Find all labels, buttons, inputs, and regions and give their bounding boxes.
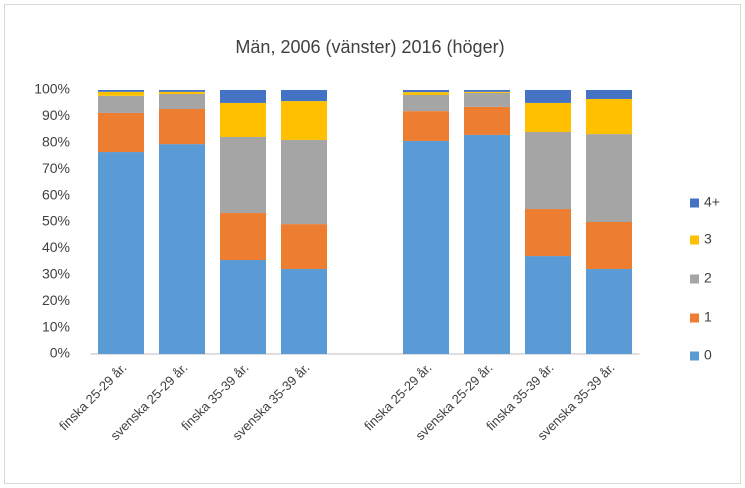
- bar-segment: [281, 268, 327, 354]
- bar-segment: [220, 260, 266, 354]
- chart-title: Män, 2006 (vänster) 2016 (höger): [235, 37, 504, 57]
- legend-swatch: [690, 235, 699, 245]
- legend-label: 4+: [704, 194, 720, 210]
- bar-segment: [98, 90, 144, 92]
- y-tick-label: 80%: [42, 134, 70, 150]
- bar-segment: [220, 136, 266, 214]
- y-tick-label: 50%: [42, 213, 70, 229]
- bar-segment: [98, 112, 144, 153]
- y-tick-label: 70%: [42, 160, 70, 176]
- bar-segment: [403, 111, 449, 141]
- bar-segment: [98, 91, 144, 96]
- y-tick-label: 60%: [42, 186, 70, 202]
- legend-label: 0: [704, 347, 712, 363]
- bar-segment: [159, 109, 205, 145]
- bar-segment: [586, 134, 632, 222]
- y-tick-label: 30%: [42, 266, 70, 282]
- y-tick-label: 90%: [42, 107, 70, 123]
- y-tick-label: 10%: [42, 318, 70, 334]
- legend-swatch: [690, 198, 699, 208]
- bar-segment: [586, 268, 632, 354]
- bar-segment: [464, 92, 510, 107]
- bar-segment: [464, 90, 510, 92]
- bar-segment: [281, 139, 327, 225]
- bar-segment: [525, 90, 571, 103]
- bar-segment: [220, 213, 266, 261]
- bar-segment: [464, 134, 510, 354]
- bar-segment: [464, 106, 510, 135]
- legend-swatch: [690, 274, 699, 284]
- bar-segment: [281, 101, 327, 140]
- bar-segment: [403, 90, 449, 93]
- y-tick-label: 40%: [42, 239, 70, 255]
- legend-swatch: [690, 313, 699, 323]
- bar-segment: [586, 98, 632, 135]
- y-tick-label: 0%: [50, 345, 70, 361]
- y-tick-label: 100%: [34, 81, 70, 97]
- bar-segment: [159, 91, 205, 94]
- bar-segment: [586, 90, 632, 99]
- bar-segment: [525, 209, 571, 257]
- bar-segment: [159, 144, 205, 354]
- legend-label: 2: [704, 270, 712, 286]
- legend-label: 3: [704, 231, 712, 247]
- bar-segment: [403, 92, 449, 96]
- bar-segment: [281, 90, 327, 102]
- legend-label: 1: [704, 309, 712, 325]
- bar-segment: [525, 102, 571, 132]
- bar-segment: [220, 90, 266, 103]
- bar-segment: [525, 131, 571, 210]
- bar-segment: [98, 152, 144, 354]
- bar-segment: [98, 95, 144, 113]
- bar-segment: [403, 140, 449, 354]
- bar-segment: [525, 256, 571, 354]
- y-tick-label: 20%: [42, 292, 70, 308]
- bar-segment: [464, 91, 510, 93]
- bar-segment: [586, 222, 632, 269]
- bar-segment: [403, 95, 449, 112]
- bar-segment: [220, 102, 266, 137]
- bar-segment: [281, 224, 327, 269]
- bar-segment: [159, 90, 205, 92]
- bar-segment: [159, 93, 205, 110]
- legend-swatch: [690, 351, 699, 361]
